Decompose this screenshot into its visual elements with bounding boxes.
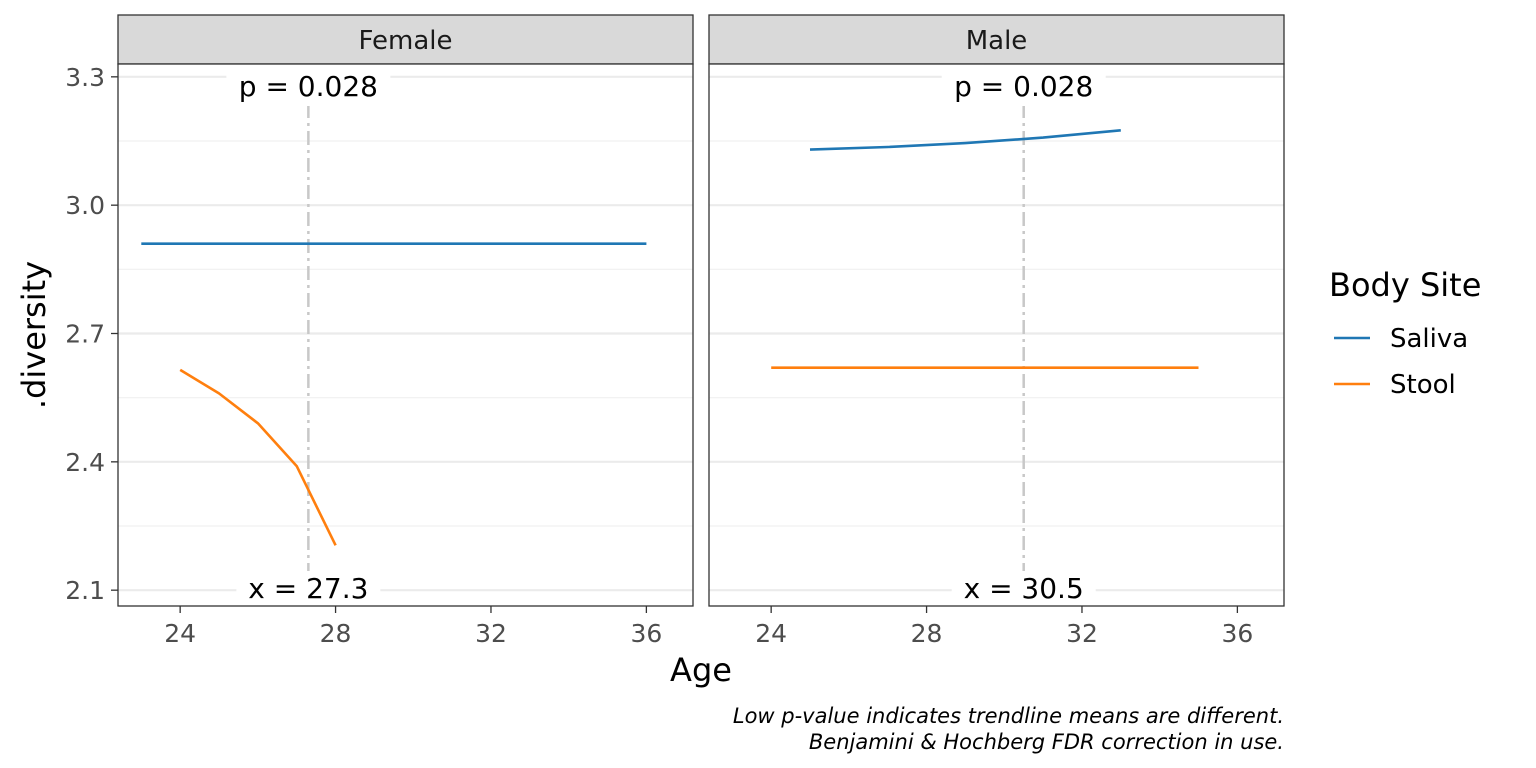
y-tick-label: 2.1: [65, 576, 105, 605]
panel-border: [708, 63, 1285, 607]
panel-background: [709, 64, 1284, 606]
legend-label-saliva: Saliva: [1390, 324, 1468, 354]
panel-border: [117, 63, 694, 607]
p-value-label: p = 0.028: [954, 70, 1093, 103]
facet-strip-label: Female: [358, 26, 452, 56]
y-axis-title: .diversity: [15, 261, 53, 409]
x-label-box: [236, 571, 381, 605]
facet-strip-female: [117, 14, 694, 65]
x-value-label: x = 30.5: [964, 572, 1084, 605]
caption-line: Benjamini & Hochberg FDR correction in u…: [809, 730, 1284, 754]
p-label-box: [226, 68, 391, 106]
panel-background: [118, 64, 693, 606]
legend-title: Body Site: [1329, 266, 1481, 304]
caption-line: Low p-value indicates trendline means ar…: [733, 704, 1284, 728]
x-tick-label: 32: [1066, 619, 1098, 648]
legend-label-stool: Stool: [1390, 370, 1456, 400]
facet-strip-male: [708, 14, 1285, 65]
x-tick-label: 32: [475, 619, 507, 648]
x-axis-title: Age: [670, 651, 732, 689]
x-tick-label: 24: [755, 619, 787, 648]
y-tick-label: 3.3: [65, 63, 105, 92]
facet-strip-label: Male: [966, 26, 1028, 56]
p-label-box: [941, 68, 1106, 106]
x-tick-label: 36: [1221, 619, 1253, 648]
x-value-label: x = 27.3: [248, 572, 368, 605]
x-tick-label: 36: [630, 619, 662, 648]
x-tick-label: 24: [164, 619, 196, 648]
p-value-label: p = 0.028: [239, 70, 378, 103]
y-tick-label: 2.4: [65, 448, 105, 477]
x-tick-label: 28: [911, 619, 943, 648]
series-line-stool: [179, 368, 337, 546]
y-tick-label: 3.0: [65, 191, 105, 220]
x-label-box: [951, 571, 1096, 605]
x-tick-label: 28: [320, 619, 352, 648]
y-tick-label: 2.7: [65, 320, 105, 349]
series-line-saliva: [809, 129, 1121, 151]
